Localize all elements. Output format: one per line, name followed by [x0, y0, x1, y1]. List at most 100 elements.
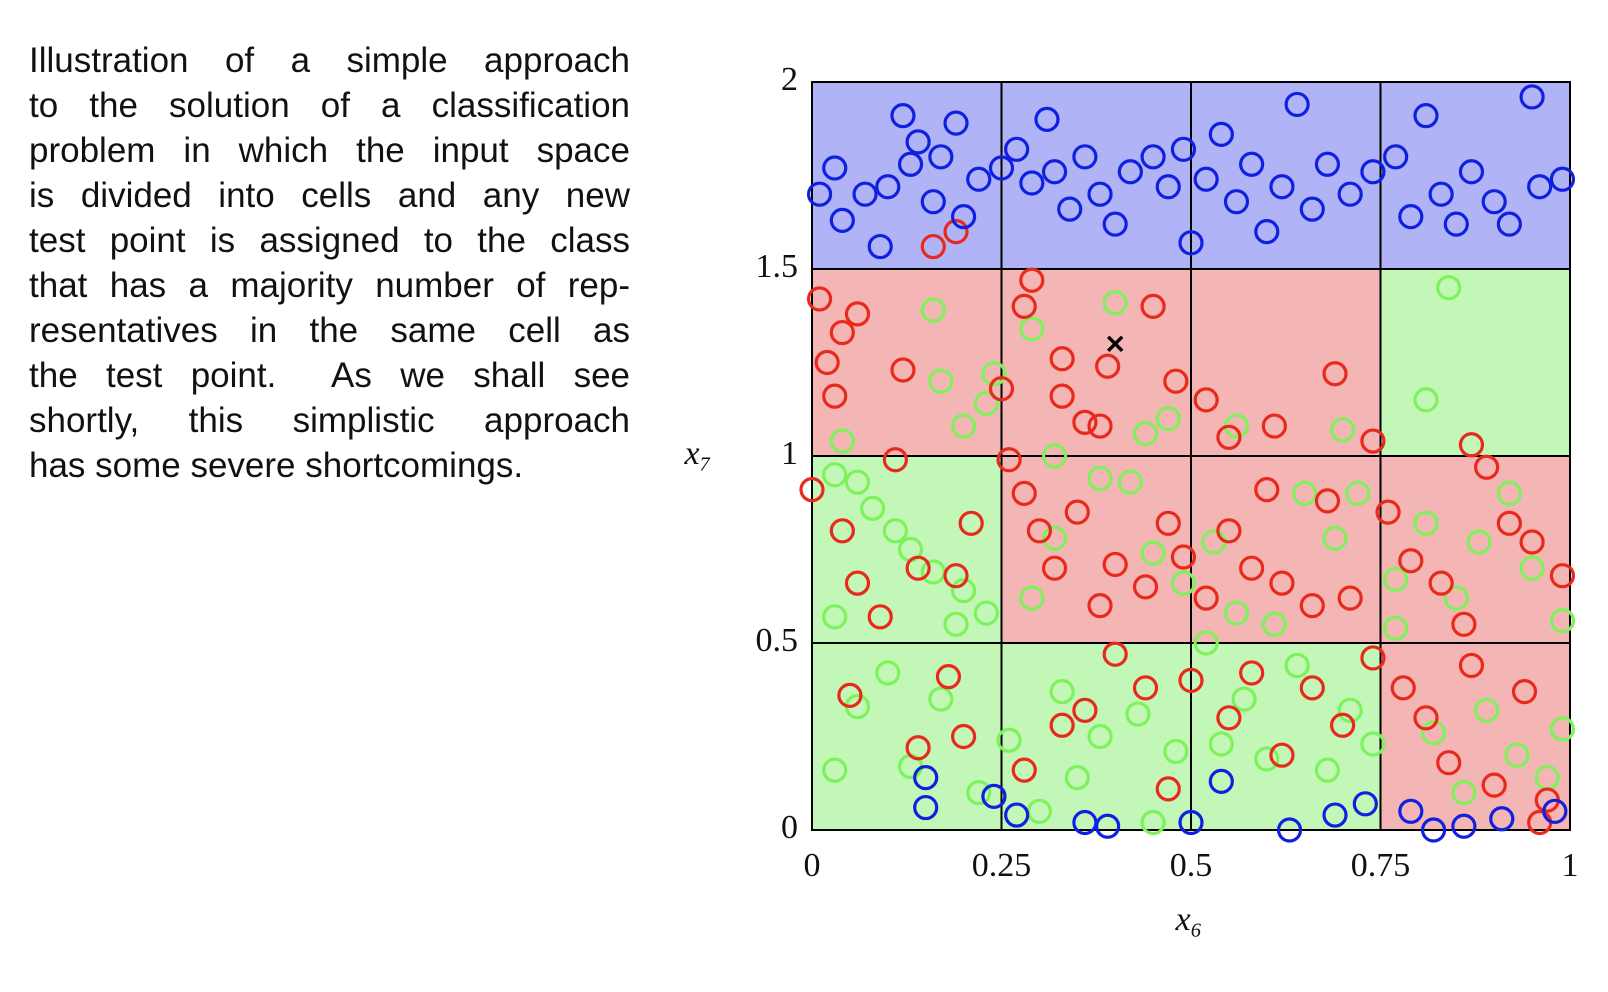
point: [928, 368, 954, 394]
point: [1398, 204, 1424, 230]
point: [882, 518, 908, 544]
point: [822, 383, 848, 409]
point: [1254, 746, 1280, 772]
point: [875, 174, 901, 200]
point: [1383, 144, 1409, 170]
point: [1132, 420, 1159, 447]
point: [1011, 293, 1037, 319]
point: [1019, 170, 1045, 196]
point: [1072, 697, 1098, 723]
point: [1239, 151, 1265, 177]
point: [1383, 566, 1409, 593]
point: [1337, 585, 1363, 611]
point: [1132, 675, 1159, 701]
point: [844, 570, 871, 596]
point: [829, 207, 855, 233]
point: [1299, 196, 1325, 222]
point: [988, 376, 1015, 402]
point: [1496, 211, 1522, 237]
point: [1049, 712, 1075, 738]
point: [920, 189, 946, 215]
point: [973, 600, 999, 626]
point: [1239, 555, 1265, 581]
point: [1489, 806, 1515, 832]
caption-line: resentatives in the same cell as: [29, 311, 630, 350]
point: [1549, 563, 1576, 589]
point: [1178, 809, 1204, 836]
point: [1216, 424, 1242, 450]
point: [1216, 518, 1242, 544]
point: [935, 664, 962, 690]
point: [1087, 181, 1113, 207]
point: [1170, 544, 1197, 570]
point: [806, 181, 833, 207]
cell: [1191, 643, 1381, 830]
point: [1413, 705, 1439, 731]
point: [1011, 757, 1037, 783]
point: [1019, 316, 1045, 342]
x-tick-label: 0.75: [1351, 847, 1411, 884]
point: [1155, 776, 1181, 802]
point: [1049, 679, 1075, 705]
point: [837, 682, 863, 708]
point: [1208, 768, 1234, 794]
point: [1329, 712, 1356, 738]
y-tick-label: 2: [781, 61, 798, 98]
point: [1004, 136, 1030, 162]
caption-line: has some severe shortcomings.: [29, 446, 524, 485]
point: [1208, 121, 1234, 147]
point: [943, 563, 969, 589]
point: [920, 233, 946, 260]
point: [1413, 387, 1439, 413]
point: [1261, 611, 1287, 637]
point: [913, 765, 939, 791]
x-axis-label: x₆: [1175, 901, 1203, 938]
point: [1140, 540, 1166, 566]
point: [1178, 667, 1204, 694]
point: [966, 166, 992, 192]
point: [1322, 802, 1348, 828]
point: [1102, 641, 1128, 667]
test-point: [1106, 335, 1124, 353]
point: [1087, 723, 1113, 750]
x-tick-label: 1: [1562, 847, 1579, 884]
point: [1087, 465, 1113, 492]
point: [981, 361, 1007, 387]
point: [1155, 174, 1181, 200]
point: [1314, 151, 1341, 177]
point: [852, 181, 878, 207]
point: [1269, 174, 1295, 200]
point: [943, 110, 969, 136]
point: [1140, 809, 1166, 836]
point: [1519, 555, 1545, 581]
point: [822, 462, 848, 488]
point: [1072, 144, 1098, 170]
point: [1163, 738, 1189, 765]
point: [814, 349, 840, 376]
point: [1519, 529, 1545, 555]
point: [1049, 346, 1075, 372]
point: [1481, 189, 1507, 215]
point: [1420, 817, 1447, 843]
point: [943, 611, 969, 637]
point: [1193, 166, 1219, 192]
point: [1511, 679, 1538, 705]
point: [1041, 443, 1068, 469]
point: [1102, 290, 1128, 316]
point: [1223, 600, 1250, 626]
point: [882, 447, 908, 473]
y-tick-label: 0.5: [756, 622, 799, 659]
point: [1322, 525, 1348, 551]
point: [950, 413, 977, 439]
point: [822, 604, 848, 630]
point: [1117, 159, 1143, 185]
caption-line: test point is assigned to the class: [29, 221, 630, 260]
caption-line: is divided into cells and any new: [29, 176, 630, 215]
point: [1193, 630, 1219, 656]
point: [905, 129, 931, 155]
point: [950, 578, 977, 604]
point: [1451, 779, 1477, 806]
point: [1466, 529, 1492, 555]
point: [822, 155, 848, 181]
